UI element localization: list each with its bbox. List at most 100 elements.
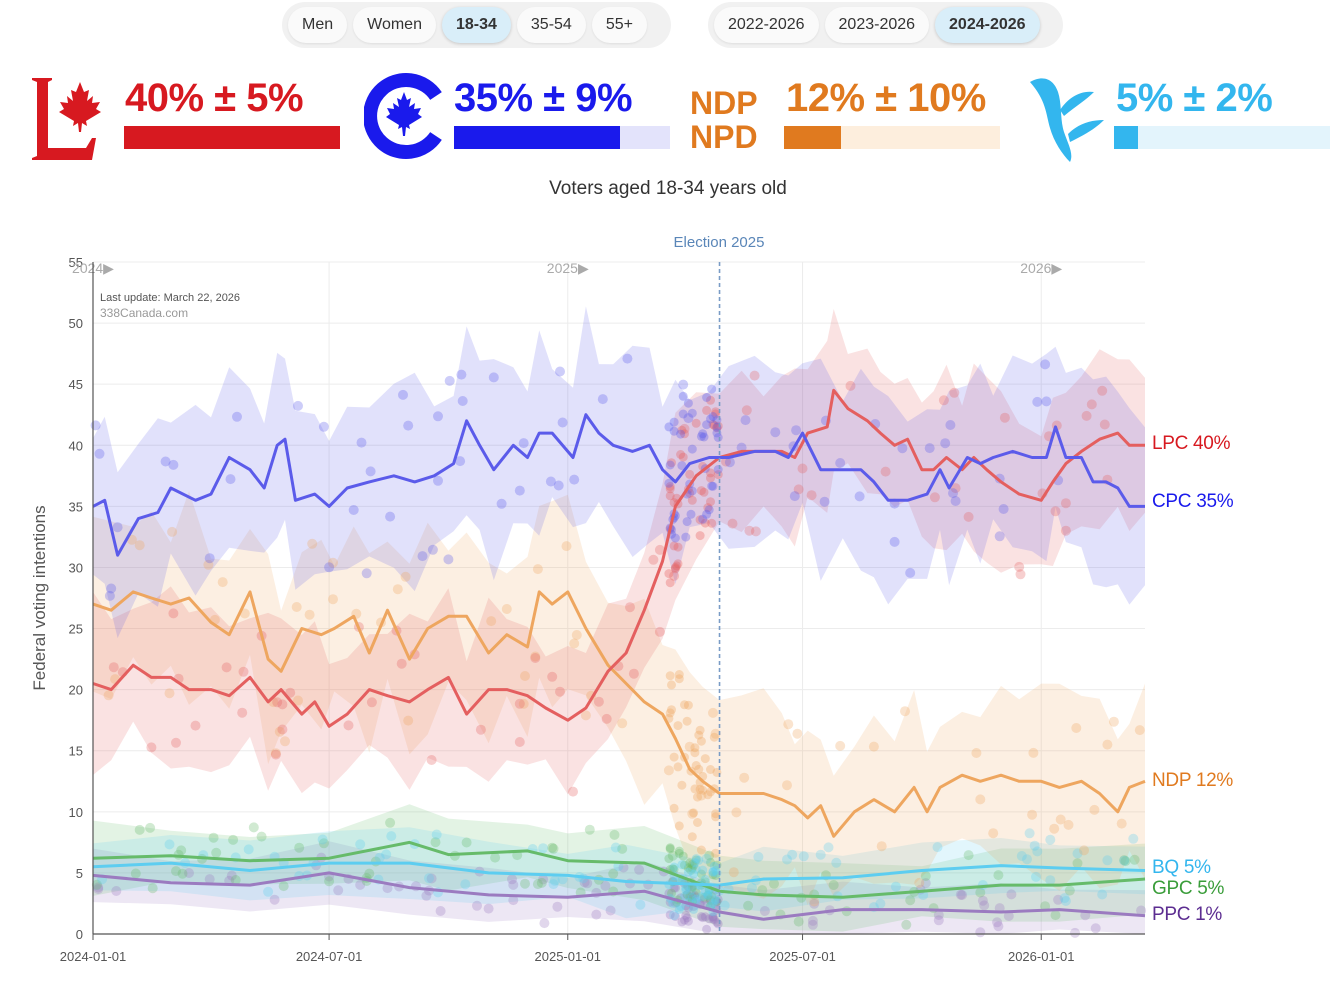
- lpc-poll-dot: [744, 525, 755, 536]
- filter-55plus-button[interactable]: 55+: [591, 7, 647, 43]
- lpc-end-label: LPC 40%: [1152, 433, 1231, 454]
- ppc-poll-dot: [552, 901, 563, 912]
- filter-18-34-button[interactable]: 18-34: [441, 7, 511, 43]
- bq-poll-dot: [1097, 889, 1108, 900]
- ppc-trend-line: [92, 871, 1146, 921]
- filter-men-button[interactable]: Men: [288, 7, 348, 43]
- gpc-poll-dot: [520, 878, 530, 889]
- ppc-poll-dot: [93, 884, 104, 895]
- cpc-campaign-poll-dot: [670, 533, 680, 543]
- ndp-campaign-poll-dot: [682, 716, 692, 726]
- gpc-poll-dot: [617, 843, 628, 854]
- bq-share-text: 5% ± 2%: [1116, 76, 1273, 120]
- ndp-poll-dot: [782, 780, 792, 791]
- ppc-poll-dot: [1003, 911, 1014, 921]
- ndp-poll-dot: [392, 584, 403, 595]
- gpc-campaign-poll-dot: [708, 870, 718, 880]
- period-2023-2026-button[interactable]: 2023-2026: [824, 7, 930, 43]
- period-2022-2026-button[interactable]: 2022-2026: [714, 7, 819, 43]
- bq-end-label: BQ 5%: [1152, 857, 1211, 878]
- cpc-poll-dot: [433, 411, 443, 422]
- x-tick-label: 2025-01-01: [535, 949, 602, 964]
- lpc-campaign-poll-dot: [664, 569, 674, 579]
- election-label: Election 2025: [674, 234, 765, 251]
- gpc-poll-dot: [609, 829, 620, 840]
- lpc-poll-dot: [530, 653, 541, 663]
- ndp-poll-dot: [708, 707, 718, 718]
- ndp-poll-dot: [728, 867, 739, 878]
- ppc-campaign-poll-dot: [713, 894, 723, 904]
- bq-poll-dot: [431, 829, 442, 840]
- lpc-campaign-poll-dot: [676, 450, 686, 459]
- cpc-campaign-poll-dot: [707, 481, 717, 491]
- cpc-poll-dot: [433, 475, 443, 486]
- cpc-poll-dot: [356, 437, 367, 448]
- y-tick-label: 0: [76, 927, 83, 942]
- party-summary-lpc: 40% ± 5%: [30, 70, 350, 170]
- filter-35-54-button[interactable]: 35-54: [516, 7, 586, 43]
- ndp-poll-dot: [1134, 725, 1145, 736]
- period-2024-2026-button[interactable]: 2024-2026: [935, 7, 1040, 43]
- ppc-campaign-poll-dot: [677, 917, 687, 927]
- lpc-campaign-poll-dot: [713, 470, 723, 480]
- cpc-poll-dot: [854, 491, 865, 502]
- cpc-poll-dot: [417, 551, 428, 562]
- lpc-poll-dot: [238, 666, 249, 677]
- bq-poll-dot: [460, 879, 471, 890]
- bq-poll-dot: [386, 831, 397, 842]
- ppc-campaign-poll-dot: [700, 912, 710, 922]
- gpc-poll-dot: [461, 837, 472, 848]
- cpc-poll-dot: [950, 496, 961, 506]
- bloc-logo-icon: [1030, 78, 1104, 162]
- lpc-campaign-poll-dot: [673, 542, 683, 552]
- bq-campaign-poll-dot: [677, 860, 687, 870]
- bq-poll-dot: [1119, 855, 1130, 866]
- lpc-campaign-poll-dot: [696, 486, 706, 496]
- ndp-campaign-poll-dot: [665, 708, 675, 718]
- ndp-poll-dot: [307, 538, 318, 549]
- cpc-poll-dot: [160, 456, 171, 467]
- gpc-campaign-poll-dot: [682, 890, 692, 900]
- gpc-poll-dot: [176, 845, 187, 856]
- gpc-poll-dot: [548, 843, 559, 854]
- bq-poll-dot: [164, 839, 175, 850]
- cpc-poll-dot: [94, 448, 105, 459]
- cpc-campaign-poll-dot: [669, 417, 679, 427]
- ndp-poll-dot: [1063, 819, 1074, 830]
- ndp-poll-dot: [1027, 809, 1038, 820]
- cpc-poll-dot: [998, 504, 1009, 514]
- gpc-poll-dot: [324, 876, 335, 887]
- lpc-poll-dot: [108, 662, 119, 673]
- ndp-campaign-poll-dot: [695, 784, 705, 794]
- lpc-poll-dot: [741, 405, 752, 416]
- lpc-poll-dot: [396, 658, 407, 669]
- lpc-poll-dot: [1060, 498, 1071, 509]
- bq-poll-dot: [1045, 875, 1056, 886]
- lpc-poll-dot: [475, 724, 486, 735]
- ppc-poll-dot: [435, 906, 446, 916]
- lpc-confidence-band: [93, 309, 1145, 795]
- gpc-poll-dot: [536, 877, 547, 888]
- cpc-share-bar: [454, 126, 670, 149]
- ndp-poll-dot: [663, 765, 674, 776]
- x-tick-label: 2025-07-01: [769, 949, 836, 964]
- lpc-poll-dot: [648, 554, 659, 565]
- cpc-campaign-poll-dot: [698, 514, 708, 524]
- lpc-poll-dot: [654, 626, 665, 637]
- lpc-poll-dot: [793, 484, 804, 495]
- cpc-campaign-poll-dot: [686, 509, 696, 519]
- lpc-poll-dot: [1086, 399, 1097, 410]
- y-tick-label: 35: [69, 499, 83, 514]
- cpc-campaign-poll-dot: [702, 420, 712, 430]
- gpc-campaign-poll-dot: [678, 851, 688, 861]
- filter-women-button[interactable]: Women: [353, 7, 436, 43]
- chart-axes: 0 5 10 15 20 25 30 35 40 45 50 55 2024-01-01 2024-07-…: [60, 255, 1145, 964]
- ndp-campaign-poll-dot: [693, 818, 702, 827]
- ndp-share-fill: [784, 126, 842, 149]
- lpc-poll-dot: [1099, 419, 1110, 430]
- ppc-poll-dot: [992, 917, 1003, 928]
- y-tick-label: 55: [69, 255, 83, 270]
- bq-campaign-poll-dot: [708, 898, 718, 908]
- trend-lines: [92, 388, 1146, 921]
- gpc-campaign-poll-dot: [687, 859, 697, 869]
